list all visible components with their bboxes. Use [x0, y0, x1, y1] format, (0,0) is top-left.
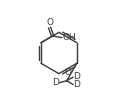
Text: D: D — [52, 78, 59, 87]
Text: D: D — [73, 72, 80, 81]
Text: O: O — [46, 18, 53, 27]
Text: OH: OH — [62, 33, 76, 42]
Text: O: O — [64, 68, 71, 77]
Text: D: D — [73, 80, 80, 89]
